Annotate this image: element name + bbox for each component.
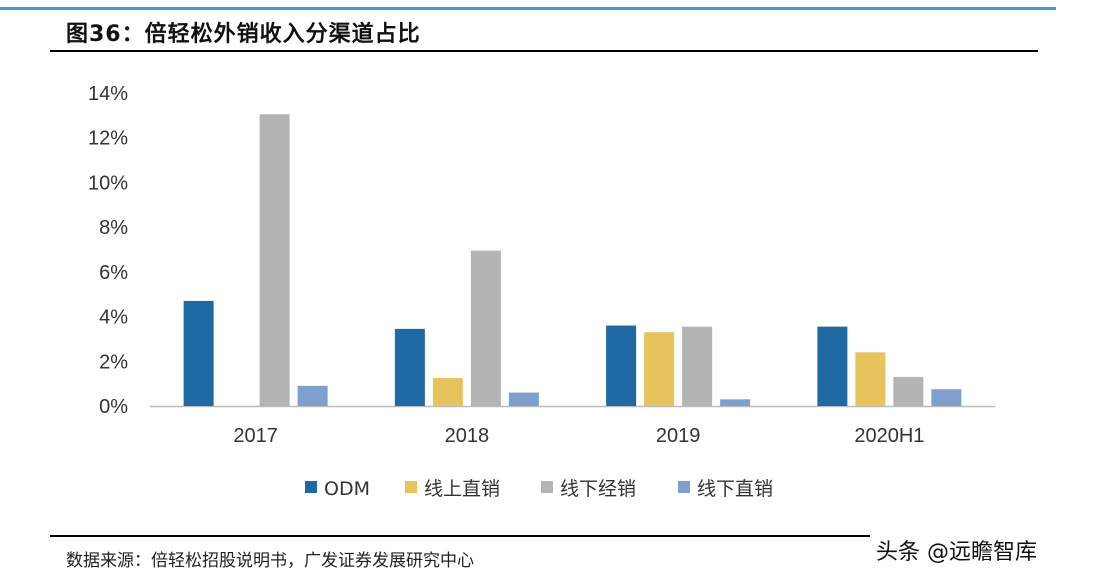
bar-2020H1-3 [931, 389, 962, 406]
y-tick-label: 2% [99, 351, 128, 373]
legend-swatch [305, 481, 317, 493]
source-note: 数据来源：倍轻松招股说明书，广发证券发展研究中心 [66, 551, 474, 571]
bar-2018-1 [432, 378, 463, 406]
bar-2019-2 [682, 326, 713, 406]
legend-swatch [678, 481, 690, 493]
x-tick-label: 2020H1 [854, 425, 924, 447]
x-tick-label: 2017 [233, 425, 278, 447]
legend-label: 线下直销 [697, 478, 773, 500]
x-tick-label: 2018 [445, 425, 490, 447]
legend-swatch [541, 481, 553, 493]
watermark: 头条 @远瞻智库 [876, 540, 1037, 565]
bar-2017-3 [297, 385, 328, 406]
legend-label: 线下经销 [560, 478, 636, 500]
bottom-divider [50, 535, 870, 537]
bar-2018-0 [394, 328, 425, 406]
y-tick-label: 0% [99, 396, 128, 418]
bar-2018-3 [508, 392, 539, 406]
bar-2018-2 [470, 250, 501, 406]
y-tick-label: 4% [99, 307, 128, 329]
top-accent-line [0, 7, 1056, 10]
bar-2020H1-2 [893, 376, 924, 406]
bar-2019-1 [644, 332, 675, 406]
bar-2019-0 [606, 325, 637, 406]
bar-2017-0 [183, 300, 214, 406]
y-tick-label: 12% [88, 128, 128, 150]
y-tick-label: 6% [99, 262, 128, 284]
x-tick-label: 2019 [656, 425, 701, 447]
y-tick-label: 8% [99, 217, 128, 239]
bar-2020H1-0 [817, 326, 848, 406]
legend-label: ODM [324, 478, 370, 500]
title-divider [50, 50, 1038, 52]
y-tick-label: 10% [88, 172, 128, 194]
bar-2017-2 [259, 114, 290, 406]
legend-swatch [405, 481, 417, 493]
bar-2020H1-1 [855, 352, 886, 406]
bar-2019-3 [720, 399, 751, 406]
legend-label: 线上直销 [424, 478, 500, 500]
y-tick-label: 14% [88, 83, 128, 105]
figure-title: 图36：倍轻松外销收入分渠道占比 [66, 22, 421, 47]
